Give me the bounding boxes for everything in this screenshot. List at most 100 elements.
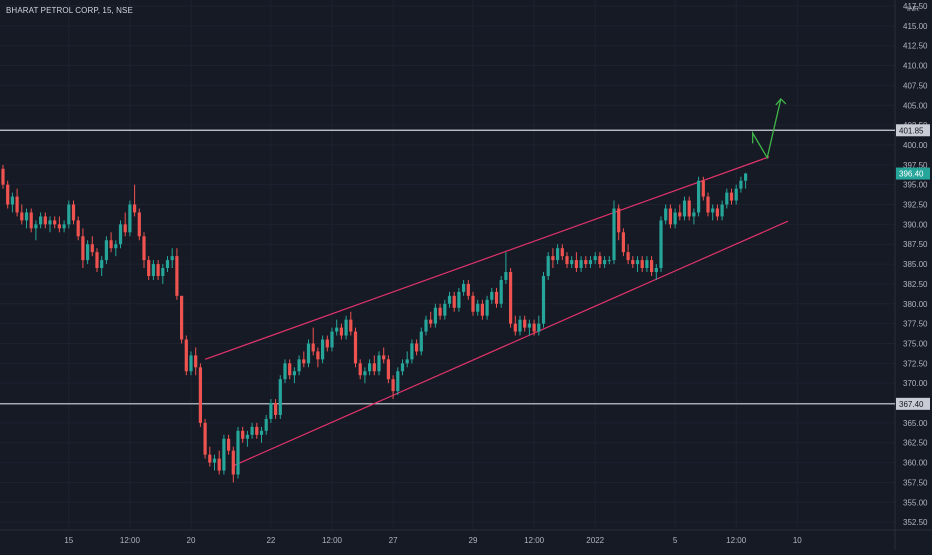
last-price-tag: 396.40	[899, 170, 924, 179]
candle-body	[635, 260, 640, 265]
candle-body	[269, 403, 273, 419]
candle-body	[368, 363, 372, 372]
candle-body	[264, 418, 268, 431]
candle-body	[189, 355, 193, 372]
candle-body	[128, 204, 132, 233]
candle-body	[598, 256, 602, 265]
candle-body	[231, 450, 235, 475]
candle-body	[720, 204, 724, 217]
candle-body	[462, 283, 466, 292]
candle-body	[20, 212, 24, 221]
candle-body	[701, 180, 705, 197]
candle-body	[10, 196, 14, 205]
candle-body	[48, 220, 52, 225]
candle-body	[151, 264, 155, 276]
y-tick-label: 390.00	[903, 220, 928, 229]
candle-body	[673, 212, 677, 225]
candle-body	[147, 260, 151, 276]
x-tick-label: 20	[187, 536, 196, 545]
candle-body	[734, 188, 738, 201]
price-axis[interactable]: 352.50355.00357.50360.00362.50365.00367.…	[903, 2, 928, 527]
candle-body	[692, 212, 696, 217]
y-tick-label: 360.00	[903, 459, 928, 468]
candle-body	[494, 291, 499, 304]
candles	[1, 164, 748, 483]
candle-body	[391, 379, 395, 392]
candle-body	[241, 430, 245, 439]
candle-body	[358, 363, 362, 376]
candle-body	[184, 339, 188, 372]
candle-body	[739, 180, 743, 189]
candle-body	[274, 403, 278, 415]
candle-body	[109, 240, 113, 249]
candle-body	[306, 343, 311, 364]
candle-body	[133, 204, 137, 213]
candle-body	[222, 438, 226, 471]
x-tick-label: 12:00	[120, 536, 141, 545]
candle-body	[194, 355, 198, 368]
candle-body	[170, 256, 174, 261]
channel-lower-line	[233, 220, 789, 467]
candle-body	[593, 256, 597, 261]
candle-body	[86, 244, 90, 261]
y-tick-label: 357.50	[903, 478, 928, 487]
candle-body	[725, 192, 729, 205]
candle-body	[386, 359, 390, 380]
last-price-tag-bg	[896, 167, 930, 180]
time-axis[interactable]: 15 12:00 20 22 12:00 27 29 12:00 2022 5 12:00 10	[64, 536, 802, 545]
candle-body	[626, 252, 630, 261]
horizontal-levels	[0, 129, 895, 405]
level-tag-support: 367.40	[899, 400, 924, 409]
candle-body	[419, 331, 423, 352]
candle-body	[292, 371, 296, 376]
candle-body	[198, 367, 202, 423]
candle-body	[118, 224, 123, 245]
candle-body	[471, 295, 475, 312]
x-tick-label: 12:00	[322, 536, 343, 545]
arrow-head	[775, 97, 787, 106]
candle-body	[400, 363, 405, 372]
candle-body	[250, 426, 254, 435]
candle-body	[57, 224, 61, 229]
candle-body	[504, 272, 508, 280]
candle-body	[518, 319, 522, 332]
candle-body	[640, 260, 644, 269]
candle-body	[142, 236, 146, 261]
candle-body	[715, 208, 719, 217]
y-tick-label: 385.00	[903, 260, 928, 269]
y-tick-label: 410.00	[903, 62, 928, 71]
candle-body	[579, 260, 583, 269]
x-tick-label: 27	[389, 536, 398, 545]
candle-body	[339, 327, 343, 336]
candle-body	[62, 224, 66, 229]
projection-arrow	[752, 97, 787, 160]
candle-body	[668, 208, 672, 225]
candle-body	[584, 260, 588, 265]
y-tick-label: 370.00	[903, 379, 928, 388]
candle-body	[711, 208, 715, 213]
candle-body	[443, 303, 447, 316]
candle-body	[95, 252, 99, 269]
currency-label: INR	[907, 6, 920, 13]
candle-body	[490, 291, 494, 300]
candle-body	[509, 272, 513, 324]
candle-body	[607, 260, 611, 262]
candle-body	[39, 216, 43, 225]
y-tick-label: 417.50	[903, 2, 928, 11]
candle-body	[664, 208, 668, 221]
candle-body	[53, 220, 57, 225]
y-tick-label: 372.50	[903, 359, 928, 368]
candle-body	[137, 212, 141, 237]
candle-body	[532, 323, 536, 332]
candle-body	[208, 454, 212, 463]
candle-body	[34, 224, 38, 229]
candle-body	[424, 319, 428, 332]
candle-body	[114, 244, 118, 249]
candle-body	[480, 303, 484, 316]
candle-body	[15, 196, 19, 213]
candle-body	[729, 192, 734, 201]
x-tick-label: 22	[266, 536, 275, 545]
